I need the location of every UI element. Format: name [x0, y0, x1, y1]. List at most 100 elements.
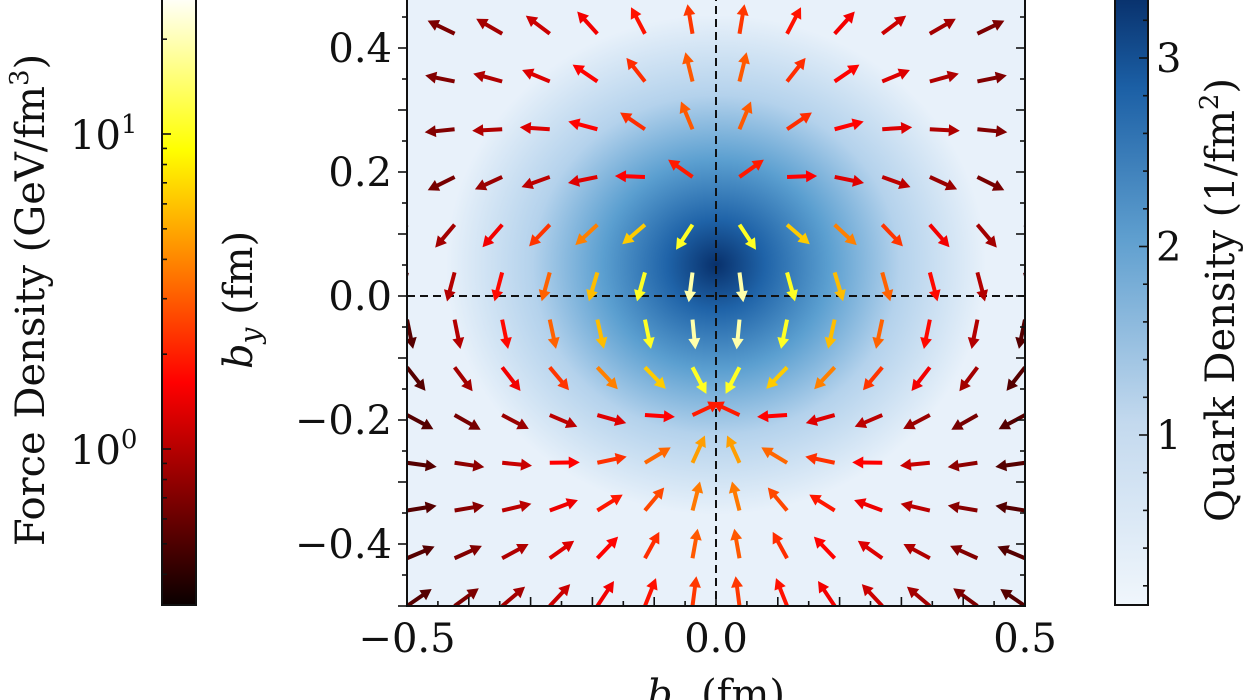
- force-arrow: [903, 544, 931, 560]
- force-arrow: [929, 175, 958, 191]
- force-arrow: [502, 458, 532, 471]
- force-arrow: [726, 435, 742, 464]
- force-arrow: [596, 494, 623, 513]
- force-arrow: [736, 4, 749, 35]
- density-colorbar-tick-label: 1: [1156, 413, 1181, 459]
- force-arrow: [568, 118, 598, 132]
- force-arrow: [622, 223, 647, 245]
- force-arrow: [454, 501, 485, 514]
- force-arrow: [525, 15, 551, 36]
- force-arrow: [833, 223, 857, 246]
- force-arrow: [407, 319, 417, 349]
- force-arrow: [595, 319, 608, 349]
- force-arrow: [1024, 79, 1025, 82]
- force-arrow: [643, 447, 671, 465]
- force-arrow: [947, 459, 978, 472]
- force-arrow: [538, 271, 552, 302]
- force-arrow: [453, 545, 482, 561]
- force-arrow: [424, 125, 455, 138]
- force-arrow: [549, 498, 578, 513]
- force-arrow: [929, 70, 959, 84]
- x-axis-label: bx (fm): [647, 672, 785, 700]
- force-arrow: [774, 578, 789, 606]
- force-arrow: [595, 581, 614, 606]
- force-arrow: [568, 174, 598, 187]
- force-arrow: [689, 528, 702, 559]
- force-arrow: [643, 531, 660, 560]
- plot-area: [407, 0, 1025, 606]
- force-arrow: [586, 271, 600, 302]
- force-arrow: [854, 498, 883, 513]
- force-arrow: [682, 52, 695, 82]
- force-arrow: [730, 528, 743, 559]
- force-arrow: [644, 410, 675, 423]
- force-arrow: [834, 118, 864, 132]
- force-arrow: [690, 366, 707, 394]
- force-arrow: [852, 456, 883, 469]
- force-arrow: [500, 319, 512, 349]
- force-arrow: [920, 319, 932, 349]
- force-arrow: [549, 413, 578, 428]
- force-arrow: [903, 413, 931, 430]
- y-tick-label: −0.2: [295, 398, 392, 444]
- force-arrow: [995, 501, 1025, 514]
- force-arrow: [407, 413, 434, 430]
- force-arrow: [453, 413, 481, 430]
- force-arrow: [857, 540, 884, 560]
- force-arrow: [927, 271, 941, 302]
- force-arrow: [1006, 366, 1025, 391]
- force-arrow: [738, 159, 764, 179]
- force-arrow: [679, 101, 695, 130]
- force-arrow: [787, 170, 818, 183]
- force-arrow: [767, 487, 789, 512]
- force-arrow: [947, 501, 978, 514]
- force-arrow: [668, 159, 694, 179]
- y-axis-label: by (fm): [216, 231, 267, 369]
- force-arrow: [643, 487, 665, 512]
- force-arrow: [731, 319, 744, 350]
- force-arrow: [630, 7, 647, 35]
- x-tick-label: −0.5: [358, 616, 455, 662]
- force-arrow: [813, 536, 837, 560]
- force-arrow: [757, 410, 788, 423]
- force-arrow: [683, 4, 696, 35]
- force-arrow: [833, 11, 855, 36]
- force-arrow: [735, 272, 748, 303]
- force-arrow: [928, 18, 956, 36]
- force-arrow: [737, 101, 753, 130]
- force-arrow: [596, 453, 627, 465]
- force-arrow: [805, 453, 836, 465]
- force-arrow: [575, 223, 599, 246]
- force-arrow: [854, 413, 883, 428]
- force-arrow: [547, 319, 560, 349]
- y-tick-label: −0.4: [295, 522, 392, 568]
- force-arrow: [476, 18, 504, 36]
- force-arrow: [577, 11, 599, 36]
- force-arrow: [900, 500, 931, 513]
- force-arrow: [929, 124, 960, 137]
- force-arrow: [521, 175, 551, 189]
- force-arrow: [880, 271, 894, 302]
- force-arrow: [500, 586, 526, 606]
- force-arrow: [676, 223, 695, 250]
- force-arrow: [861, 584, 884, 606]
- force-arrow: [474, 175, 503, 191]
- force-arrow: [501, 500, 532, 513]
- force-arrow: [805, 413, 836, 426]
- force-arrow: [473, 70, 503, 84]
- force-arrow: [501, 544, 529, 560]
- force-arrow: [881, 175, 911, 189]
- force-arrow: [997, 545, 1025, 561]
- force-colorbar-ticks: 101 100: [70, 38, 171, 576]
- force-arrow: [548, 366, 569, 391]
- force-arrow: [872, 319, 885, 349]
- y-tick-label: 0.2: [328, 150, 392, 196]
- force-arrow: [519, 122, 550, 134]
- force-arrow: [572, 64, 599, 84]
- force-arrow: [785, 57, 806, 83]
- force-arrow: [911, 366, 932, 391]
- force-arrow: [529, 223, 552, 247]
- force-arrow: [548, 540, 575, 560]
- force-arrow: [725, 366, 742, 394]
